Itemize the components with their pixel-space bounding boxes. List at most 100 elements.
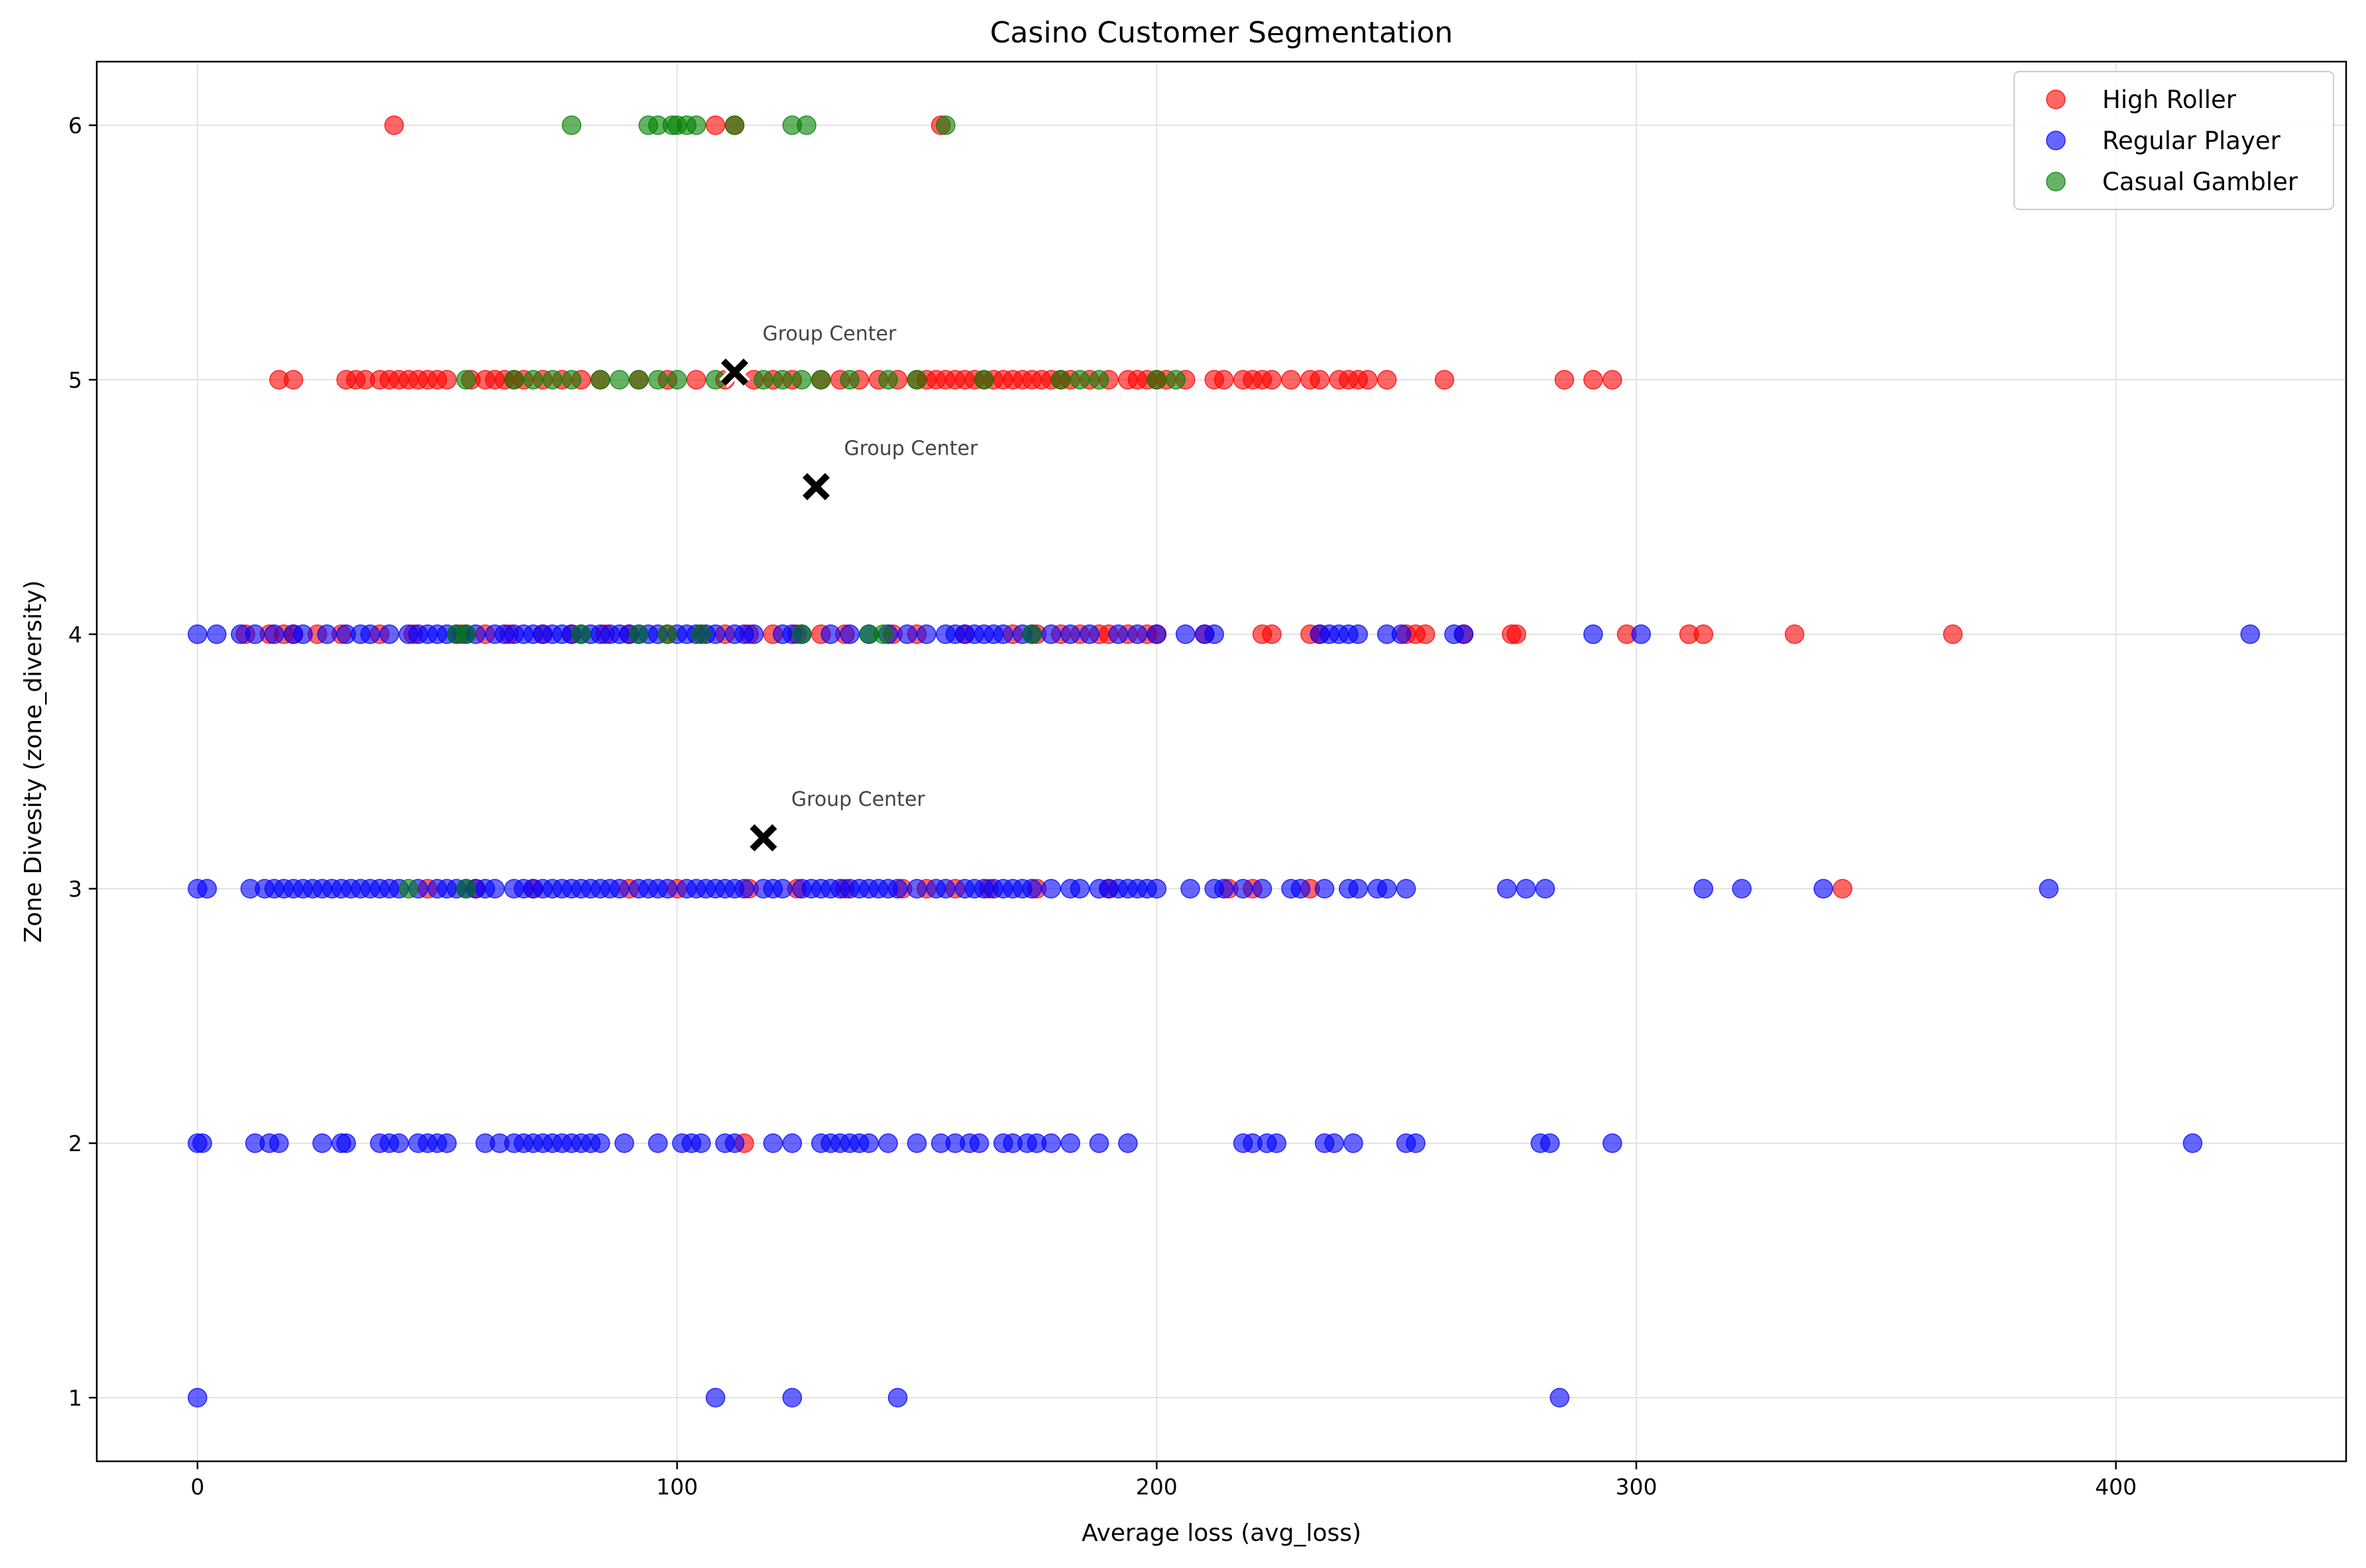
data-point bbox=[1603, 370, 1622, 390]
data-point bbox=[782, 1133, 803, 1153]
data-point bbox=[797, 115, 817, 135]
data-point bbox=[1108, 624, 1129, 644]
series-casual-gambler bbox=[398, 115, 1186, 899]
data-point bbox=[1693, 624, 1714, 644]
data-point bbox=[336, 1133, 357, 1153]
data-point bbox=[1406, 1133, 1426, 1153]
data-point bbox=[705, 1388, 726, 1408]
data-point bbox=[1070, 879, 1090, 899]
data-point bbox=[859, 1133, 879, 1153]
x-tick-label: 300 bbox=[1615, 1474, 1657, 1500]
y-tick-label: 1 bbox=[68, 1385, 82, 1411]
data-point bbox=[907, 879, 927, 899]
data-point bbox=[1070, 370, 1090, 390]
data-point bbox=[691, 624, 711, 644]
data-point bbox=[1583, 370, 1603, 390]
data-point bbox=[792, 370, 812, 390]
data-point bbox=[188, 624, 207, 644]
data-point bbox=[484, 879, 505, 899]
data-point bbox=[1175, 624, 1196, 644]
x-tick-label: 400 bbox=[2095, 1474, 2137, 1500]
data-point bbox=[1391, 624, 1412, 644]
data-point bbox=[1267, 1133, 1286, 1153]
center-x-icon bbox=[750, 824, 777, 852]
data-point bbox=[1060, 624, 1080, 644]
data-point bbox=[2182, 1133, 2203, 1153]
data-point bbox=[1324, 1133, 1344, 1153]
data-point bbox=[1943, 624, 1963, 644]
data-point bbox=[811, 370, 831, 390]
data-point bbox=[1050, 370, 1071, 390]
data-point bbox=[2039, 879, 2059, 899]
data-point bbox=[686, 370, 706, 390]
legend-label: High Roller bbox=[2102, 85, 2237, 114]
center-x-icon bbox=[802, 473, 830, 500]
group-center-marker: Group Center bbox=[719, 322, 897, 388]
data-point bbox=[1396, 879, 1416, 899]
data-point bbox=[724, 1133, 745, 1153]
data-point bbox=[657, 879, 677, 899]
data-point bbox=[571, 624, 591, 644]
data-point bbox=[840, 624, 860, 644]
data-point bbox=[773, 879, 793, 899]
data-point bbox=[1693, 879, 1714, 899]
data-point bbox=[1147, 879, 1167, 899]
data-point bbox=[1516, 879, 1536, 899]
data-point bbox=[878, 1133, 898, 1153]
plot-frame bbox=[95, 60, 2347, 1463]
data-point bbox=[2240, 624, 2261, 644]
data-point bbox=[993, 624, 1013, 644]
data-point bbox=[591, 1133, 610, 1153]
data-point bbox=[610, 370, 630, 390]
data-point bbox=[936, 879, 956, 899]
data-point bbox=[188, 1388, 207, 1408]
data-point bbox=[1506, 624, 1526, 644]
data-point bbox=[1348, 624, 1368, 644]
group-center-label: Group Center bbox=[844, 437, 979, 460]
data-point bbox=[614, 1133, 634, 1153]
data-point bbox=[389, 1133, 409, 1153]
data-point bbox=[245, 624, 265, 644]
data-point bbox=[773, 370, 793, 390]
x-tick-label: 0 bbox=[190, 1474, 204, 1500]
data-point bbox=[1357, 370, 1378, 390]
data-point bbox=[724, 115, 745, 135]
data-point bbox=[398, 879, 419, 899]
data-point bbox=[283, 370, 304, 390]
data-point bbox=[542, 370, 563, 390]
data-point bbox=[207, 624, 227, 644]
x-tick-label: 200 bbox=[1136, 1474, 1178, 1500]
data-point bbox=[1147, 624, 1167, 644]
data-point bbox=[1290, 879, 1311, 899]
data-point bbox=[1252, 879, 1272, 899]
data-point bbox=[379, 624, 400, 644]
axis-ticks: 0 100 200 300 400 1 2 3 4 5 6 bbox=[68, 113, 2137, 1500]
data-point bbox=[974, 370, 994, 390]
data-point bbox=[691, 1133, 711, 1153]
data-point bbox=[1262, 370, 1282, 390]
data-point bbox=[437, 1133, 457, 1153]
data-point bbox=[936, 115, 956, 135]
data-point bbox=[1631, 624, 1651, 644]
group-center-label: Group Center bbox=[791, 788, 926, 811]
data-point bbox=[1348, 879, 1368, 899]
data-point bbox=[312, 1133, 332, 1153]
data-point bbox=[754, 370, 773, 390]
data-point bbox=[969, 1133, 989, 1153]
data-point bbox=[1041, 879, 1061, 899]
chart-title: Casino Customer Segmentation bbox=[990, 16, 1453, 50]
data-point bbox=[591, 370, 610, 390]
x-tick-label: 100 bbox=[656, 1474, 698, 1500]
data-point bbox=[1343, 1133, 1363, 1153]
legend-label: Casual Gambler bbox=[2102, 168, 2298, 196]
data-point bbox=[1147, 370, 1167, 390]
data-point bbox=[1732, 879, 1752, 899]
data-point bbox=[1233, 879, 1253, 899]
center-x-icon bbox=[720, 358, 749, 386]
data-point bbox=[917, 624, 936, 644]
data-point bbox=[456, 370, 476, 390]
y-tick-label: 3 bbox=[68, 876, 82, 902]
data-point bbox=[667, 370, 687, 390]
legend: High Roller Regular Player Casual Gambler bbox=[2013, 71, 2334, 210]
data-point bbox=[293, 624, 313, 644]
